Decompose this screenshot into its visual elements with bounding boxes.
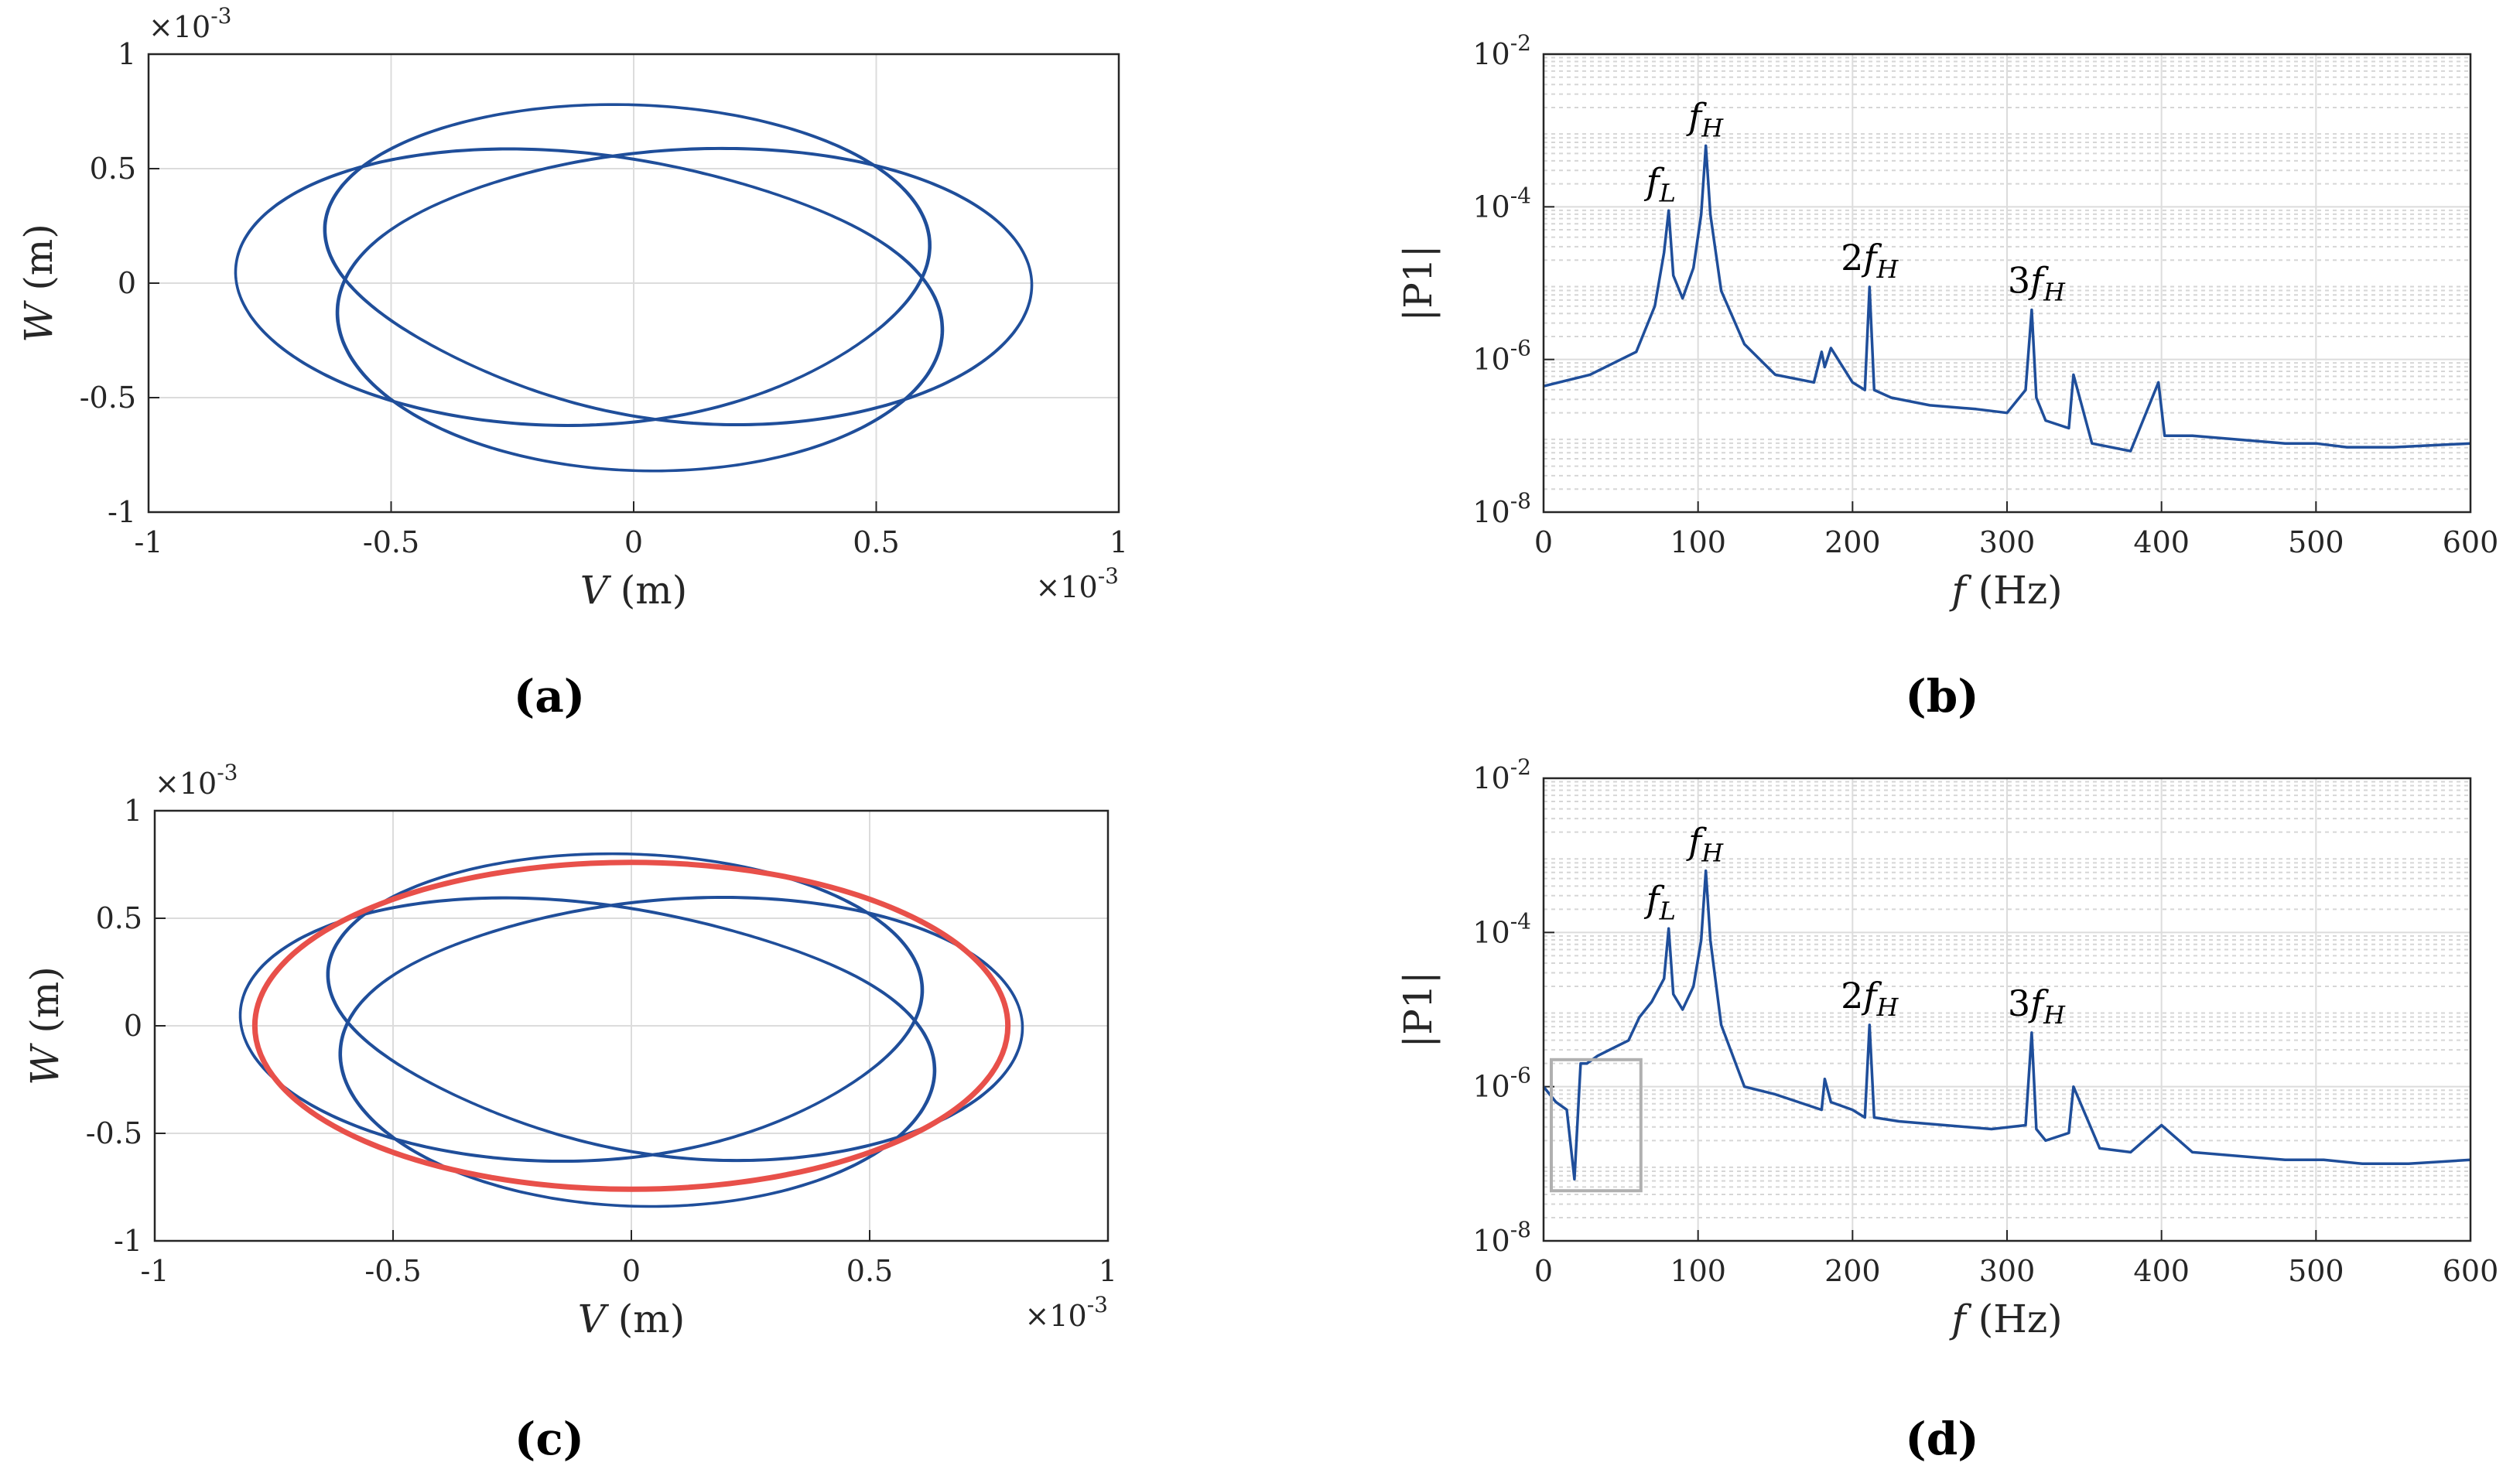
y-tick-label: 0 bbox=[118, 266, 136, 300]
chart-b: 0 100 200 300 400 500 60010-810-610-410-2fLfH2… bbox=[1396, 30, 2498, 723]
x-tick-label: 100 bbox=[1670, 1254, 1726, 1288]
x-tick-label: -0.5 bbox=[363, 525, 419, 559]
y-tick-label: 0 bbox=[124, 1009, 142, 1043]
orbit-trajectory bbox=[238, 852, 1024, 1208]
chart-a: -1 -0.5 0 0.5 1 -1 -0.5 0 0.5 1 ×10-3 ×10-3 V (m) W (… bbox=[16, 3, 1128, 723]
x-tick-label: 500 bbox=[2288, 525, 2344, 559]
x-tick-label: 200 bbox=[1824, 1254, 1881, 1288]
x-tick-label: 0 bbox=[1534, 1254, 1553, 1288]
peak-label: 2fH bbox=[1841, 975, 1899, 1022]
orbit-trajectory bbox=[234, 103, 1034, 473]
y-tick-label: -0.5 bbox=[86, 1116, 142, 1150]
y-tick-label: -1 bbox=[114, 1224, 142, 1258]
axes-frame bbox=[153, 809, 1110, 1242]
y-tick-label: -0.5 bbox=[80, 381, 136, 415]
x-tick-label: 600 bbox=[2443, 525, 2499, 559]
x-tick-label: 300 bbox=[1979, 525, 2036, 559]
x-tick-label: 200 bbox=[1824, 525, 1881, 559]
x-axis-label: f (Hz) bbox=[1948, 568, 2062, 613]
y-axis-label: W (m) bbox=[22, 966, 67, 1085]
peak-label: 3fH bbox=[2008, 982, 2066, 1030]
y-tick-label: 1 bbox=[118, 37, 136, 71]
y-multiplier: ×10-3 bbox=[149, 3, 231, 44]
x-tick-label: 0 bbox=[1534, 525, 1553, 559]
x-axis-label: V (m) bbox=[580, 568, 687, 613]
spectrum-line bbox=[1543, 144, 2471, 453]
y-axis-label: W (m) bbox=[16, 224, 61, 343]
zoom-highlight-box bbox=[1549, 1058, 1643, 1193]
x-tick-label: 0.5 bbox=[846, 1254, 893, 1288]
x-tick-label: -0.5 bbox=[364, 1254, 421, 1288]
x-axis-label: V (m) bbox=[578, 1297, 685, 1341]
x-tick-label: 400 bbox=[2133, 525, 2190, 559]
y-tick-label: 10-6 bbox=[1472, 1063, 1531, 1104]
y-tick-label: 10-8 bbox=[1472, 1217, 1531, 1258]
peak-label: 2fH bbox=[1841, 237, 1899, 284]
y-tick-label: -1 bbox=[108, 495, 136, 529]
chart-d: 0 100 200 300 400 500 60010-810-610-410-2fLfH2… bbox=[1396, 754, 2498, 1465]
y-axis-label: |P1| bbox=[1396, 244, 1441, 321]
x-tick-label: 100 bbox=[1670, 525, 1726, 559]
y-tick-label: 10-2 bbox=[1472, 30, 1531, 71]
panel-label: (c) bbox=[515, 1413, 584, 1465]
x-tick-label: -1 bbox=[134, 525, 162, 559]
x-tick-label: 0 bbox=[624, 525, 643, 559]
x-tick-label: 0 bbox=[622, 1254, 641, 1288]
x-tick-label: 1 bbox=[1110, 525, 1128, 559]
x-tick-label: 500 bbox=[2288, 1254, 2344, 1288]
y-tick-label: 10-4 bbox=[1472, 908, 1531, 949]
panel-label: (b) bbox=[1905, 670, 1978, 723]
y-tick-label: 1 bbox=[124, 794, 142, 828]
reference-ellipse bbox=[251, 859, 1011, 1192]
y-tick-label: 10-8 bbox=[1472, 488, 1531, 529]
y-axis-label: |P1| bbox=[1396, 971, 1441, 1047]
x-multiplier: ×10-3 bbox=[1036, 563, 1119, 604]
panel-label: (a) bbox=[514, 670, 585, 723]
x-multiplier: ×10-3 bbox=[1025, 1292, 1108, 1333]
y-tick-label: 0.5 bbox=[90, 152, 136, 186]
y-tick-label: 10-2 bbox=[1472, 754, 1531, 795]
axes-frame bbox=[1542, 53, 2472, 514]
x-tick-label: 400 bbox=[2133, 1254, 2190, 1288]
x-axis-label: f (Hz) bbox=[1948, 1297, 2062, 1341]
y-tick-label: 10-4 bbox=[1472, 183, 1531, 224]
peak-label: 3fH bbox=[2008, 260, 2066, 307]
x-tick-label: -1 bbox=[140, 1254, 169, 1288]
axes-frame bbox=[1542, 777, 2472, 1242]
axes-frame bbox=[147, 53, 1120, 514]
spectrum-line bbox=[1542, 869, 2471, 1181]
y-tick-label: 0.5 bbox=[96, 901, 142, 935]
y-tick-label: 10-6 bbox=[1472, 336, 1531, 377]
y-multiplier: ×10-3 bbox=[155, 760, 238, 801]
chart-c: -1 -0.5 0 0.5 1 -1 -0.5 0 0.5 1 ×10-3 ×10-3 V (m) W (… bbox=[22, 760, 1117, 1465]
x-tick-label: 600 bbox=[2443, 1254, 2499, 1288]
panel-label: (d) bbox=[1905, 1413, 1978, 1465]
x-tick-label: 1 bbox=[1099, 1254, 1117, 1288]
x-tick-label: 0.5 bbox=[853, 525, 899, 559]
x-tick-label: 300 bbox=[1979, 1254, 2036, 1288]
